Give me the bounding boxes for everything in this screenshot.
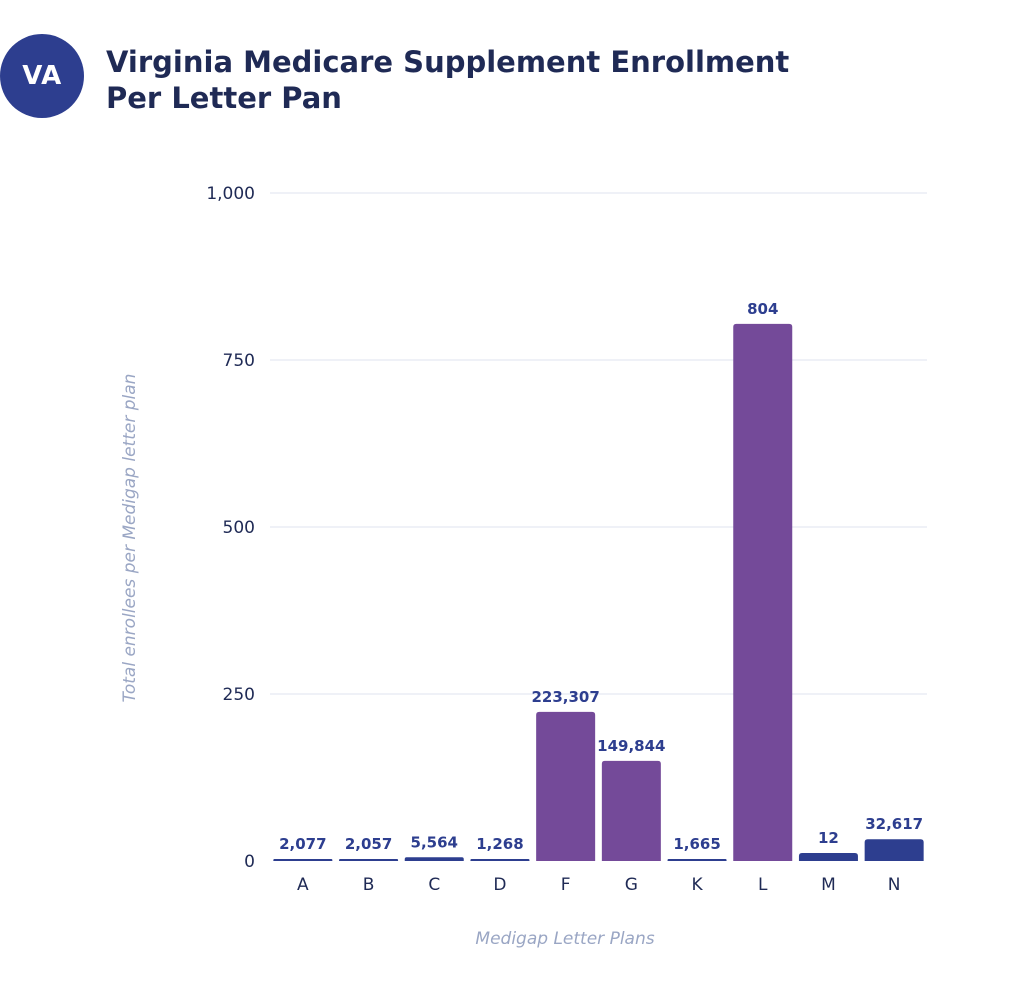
x-tick-label-m: M — [821, 875, 836, 895]
x-tick-label-b: B — [363, 875, 375, 895]
bars — [273, 323, 924, 862]
bar-f — [536, 711, 596, 861]
y-tick-label: 500 — [223, 518, 255, 538]
x-tick-label-l: L — [758, 875, 768, 895]
data-label-k: 1,665 — [673, 835, 720, 853]
y-tick-label: 750 — [223, 351, 255, 371]
bar-a — [273, 859, 333, 861]
y-axis-title: Total enrollees per Medigap letter plan — [120, 374, 140, 703]
x-tick-label-n: N — [888, 875, 901, 895]
bar-b — [339, 859, 399, 861]
data-label-n: 32,617 — [865, 815, 923, 833]
data-label-d: 1,268 — [476, 835, 523, 853]
title-line-2: Per Letter Pan — [106, 81, 342, 115]
y-tick-label: 1,000 — [206, 184, 255, 204]
x-tick-label-f: F — [561, 875, 571, 895]
data-labels: 2,077 2,057 5,564 1,268 223,307 149,844 1,665 8… — [279, 300, 923, 853]
bar-l — [733, 323, 793, 862]
title-line-1: Virginia Medicare Supplement Enrollment — [106, 45, 790, 79]
state-badge: VA — [0, 34, 84, 118]
y-tick-label: 250 — [223, 685, 255, 705]
data-label-g: 149,844 — [597, 737, 665, 755]
y-tick-label: 0 — [244, 852, 255, 872]
data-label-c: 5,564 — [411, 833, 458, 851]
data-label-a: 2,077 — [279, 835, 326, 853]
gridlines — [270, 192, 927, 695]
x-tick-label-a: A — [297, 875, 309, 895]
bar-n — [864, 839, 924, 861]
chart-title: Virginia Medicare Supplement Enrollment … — [106, 44, 866, 116]
x-tick-label-k: K — [691, 875, 703, 895]
bar-g — [601, 760, 661, 861]
x-tick-label-c: C — [428, 875, 440, 895]
data-label-f: 223,307 — [531, 688, 599, 706]
bar-m — [798, 852, 858, 861]
bar-k — [667, 859, 727, 861]
bar-c — [404, 857, 464, 861]
data-label-l: 804 — [747, 300, 778, 318]
x-tick-label-d: D — [493, 875, 506, 895]
y-axis-ticks: 0 250 500 750 1,000 — [206, 184, 255, 872]
bar-d — [470, 859, 530, 861]
x-tick-label-g: G — [625, 875, 638, 895]
x-axis-title: Medigap Letter Plans — [475, 929, 654, 949]
data-label-b: 2,057 — [345, 835, 392, 853]
data-label-m: 12 — [818, 829, 839, 847]
